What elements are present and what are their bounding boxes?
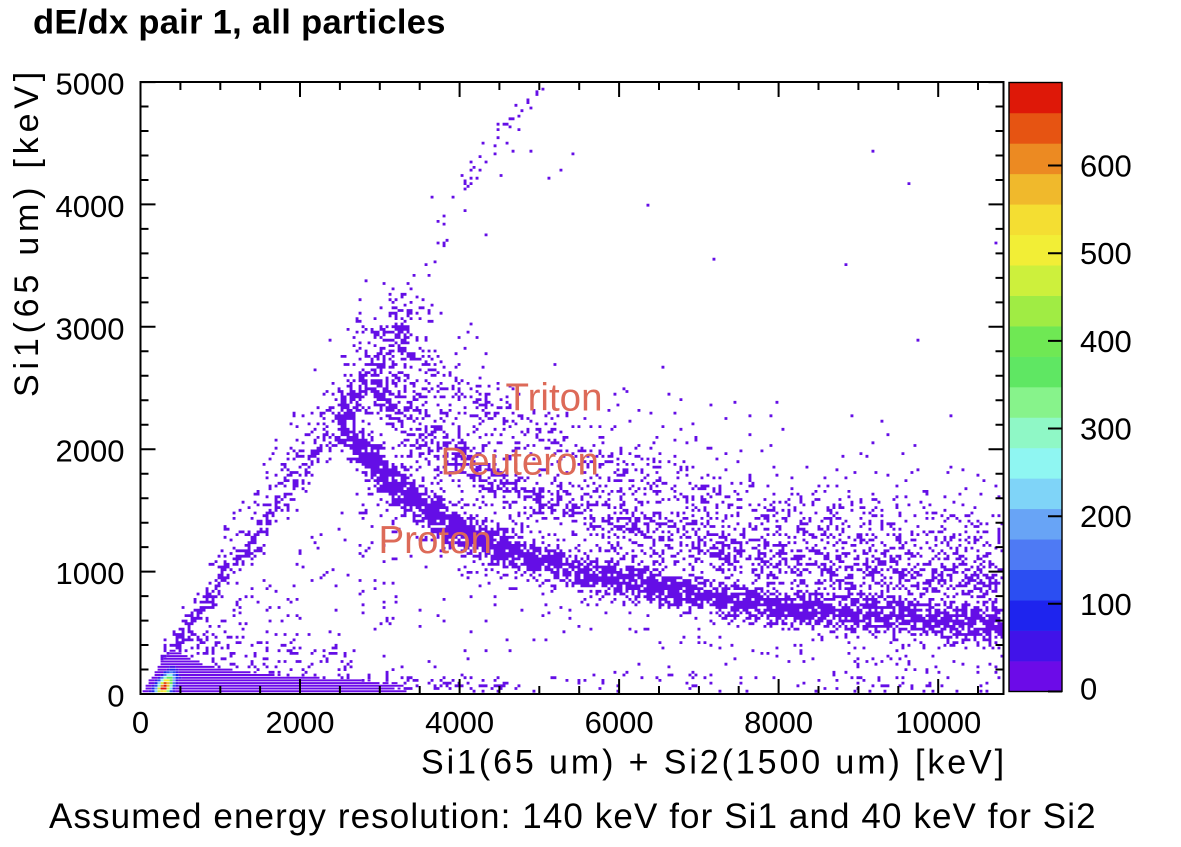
- svg-text:4000: 4000: [56, 189, 125, 224]
- svg-text:10000: 10000: [895, 705, 981, 740]
- svg-text:300: 300: [1080, 412, 1132, 447]
- svg-text:8000: 8000: [744, 705, 813, 740]
- svg-text:500: 500: [1080, 236, 1132, 271]
- svg-text:200: 200: [1080, 499, 1132, 534]
- svg-text:100: 100: [1080, 587, 1132, 622]
- svg-text:2000: 2000: [266, 705, 335, 740]
- svg-text:Si1(65 um) [keV]: Si1(65 um) [keV]: [8, 67, 46, 397]
- svg-text:Deuteron: Deuteron: [441, 441, 599, 484]
- svg-text:Triton: Triton: [506, 377, 603, 420]
- svg-text:2000: 2000: [56, 434, 125, 469]
- svg-text:0: 0: [107, 679, 124, 714]
- svg-text:1000: 1000: [56, 556, 125, 591]
- svg-text:6000: 6000: [585, 705, 654, 740]
- svg-text:dE/dx pair 1, all particles: dE/dx pair 1, all particles: [33, 4, 446, 42]
- svg-text:Si1(65 um) + Si2(1500 um) [keV: Si1(65 um) + Si2(1500 um) [keV]: [421, 744, 1007, 782]
- svg-text:5000: 5000: [56, 67, 125, 102]
- svg-text:0: 0: [1080, 672, 1097, 707]
- svg-text:Proton: Proton: [379, 519, 492, 562]
- svg-text:400: 400: [1080, 324, 1132, 359]
- svg-text:600: 600: [1080, 149, 1132, 184]
- svg-text:Assumed energy resolution: 140: Assumed energy resolution: 140 keV for S…: [49, 797, 1097, 836]
- svg-text:3000: 3000: [56, 311, 125, 346]
- svg-text:4000: 4000: [425, 705, 494, 740]
- svg-text:0: 0: [132, 705, 149, 740]
